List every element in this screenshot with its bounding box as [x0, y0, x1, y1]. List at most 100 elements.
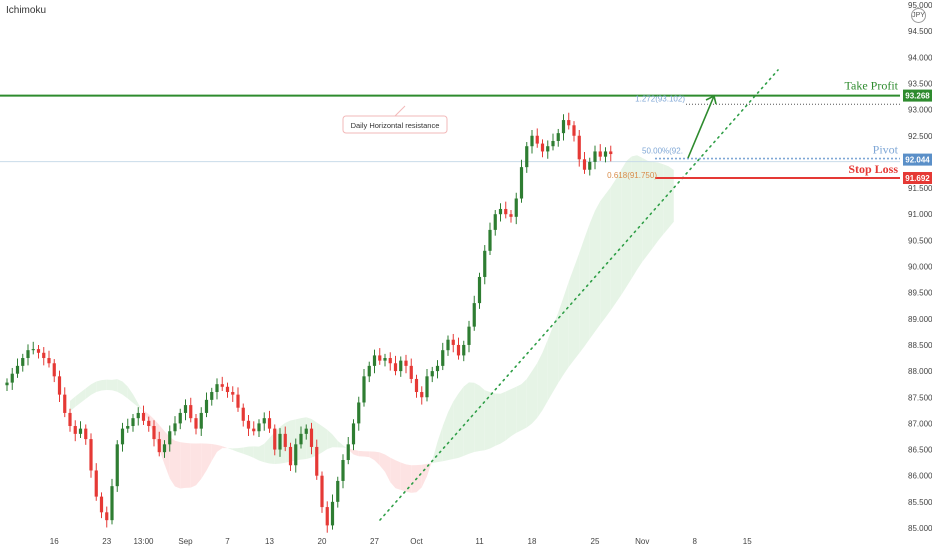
candle [299, 426, 303, 449]
cloud-segment [526, 371, 532, 428]
candle-body [15, 365, 20, 374]
price-tick-label: 91.500 [908, 184, 932, 193]
candle [204, 392, 209, 418]
cloud-segment [547, 326, 553, 401]
candle [246, 415, 251, 436]
candle-body [304, 428, 308, 434]
candle [362, 369, 366, 407]
candle-body [236, 394, 240, 408]
time-tick-label: 25 [591, 537, 600, 546]
candle-body [278, 433, 282, 450]
cloud-segment [563, 281, 569, 375]
cloud-segment [500, 391, 506, 444]
candle-body [435, 365, 440, 372]
candle-body [582, 159, 587, 170]
candles [5, 112, 613, 533]
cloud-segment [652, 161, 658, 249]
time-tick-label: 13 [265, 537, 274, 546]
cloud-segment [358, 450, 364, 457]
cloud-segment [138, 403, 144, 413]
candle [420, 386, 424, 405]
cloud-segment [112, 379, 118, 392]
candle-body [320, 475, 324, 508]
projection-arrow-head [705, 94, 717, 105]
candle [330, 494, 335, 530]
cloud-segment [427, 460, 433, 477]
price-tick-label: 90.500 [908, 236, 932, 245]
candle [514, 192, 518, 225]
fib-label-0618: 0.618(91.750) [607, 171, 657, 180]
candle [131, 413, 135, 432]
candle-body [225, 386, 230, 393]
time-tick-label: Sep [178, 537, 193, 546]
candle-body [47, 358, 51, 364]
cloud-segment [658, 162, 664, 241]
cloud-segment [663, 164, 669, 235]
candle-body [451, 339, 455, 345]
candle [341, 454, 345, 489]
cloud-segment [558, 297, 564, 383]
cloud-segment [106, 379, 112, 391]
candle [488, 222, 492, 255]
price-tick-label: 93.000 [908, 106, 932, 115]
cloud-segment [605, 187, 611, 318]
time-tick-label: 16 [50, 537, 59, 546]
candle-body [5, 382, 9, 386]
candle [346, 436, 350, 465]
candle [572, 121, 576, 142]
candle [414, 374, 419, 398]
cloud-segment [159, 424, 165, 465]
candle [367, 361, 371, 383]
cloud-segment [175, 440, 181, 489]
candle-body [120, 428, 125, 445]
candle [152, 420, 156, 447]
cloud-segment [432, 441, 438, 464]
candle-body [546, 146, 550, 152]
cloud-segment [463, 382, 469, 456]
cloud-segment [353, 449, 359, 457]
cloud-segment [458, 386, 464, 458]
ichimoku-cloud [70, 155, 674, 493]
cloud-segment [542, 339, 548, 411]
cloud-segment [511, 386, 517, 437]
candle [315, 439, 319, 480]
candle [556, 128, 560, 147]
take-profit-label: Take Profit [845, 79, 899, 93]
candle-body [336, 480, 340, 502]
candle [294, 438, 298, 473]
price-tick-label: 89.000 [908, 315, 932, 324]
stop-loss-label: Stop Loss [848, 162, 898, 176]
cloud-segment [327, 429, 333, 450]
candle [504, 201, 508, 219]
candle [220, 376, 224, 391]
candle-body [42, 352, 46, 359]
cloud-segment [259, 443, 265, 463]
cloud-segment [537, 352, 543, 418]
candle-body [257, 423, 261, 432]
candle [546, 140, 550, 159]
cloud-segment [280, 422, 286, 464]
candle-body [131, 418, 135, 427]
candle [451, 333, 455, 353]
candle [231, 386, 235, 402]
cloud-segment [243, 446, 249, 456]
cloud-segment [196, 443, 202, 486]
candle [178, 408, 182, 430]
candle-body [362, 376, 366, 403]
candle-body [299, 433, 303, 445]
candle-body [493, 214, 497, 230]
price-tick-label: 88.000 [908, 367, 932, 376]
cloud-segment [479, 385, 485, 451]
candle-body [441, 350, 445, 366]
candle [52, 359, 56, 383]
cloud-segment [211, 444, 217, 461]
time-tick-label: Nov [635, 537, 649, 546]
candle-body [215, 384, 219, 393]
cloud-segment [521, 378, 527, 431]
candle [388, 352, 392, 371]
candle [283, 426, 287, 452]
candle [257, 419, 261, 437]
candle-body [525, 146, 529, 168]
